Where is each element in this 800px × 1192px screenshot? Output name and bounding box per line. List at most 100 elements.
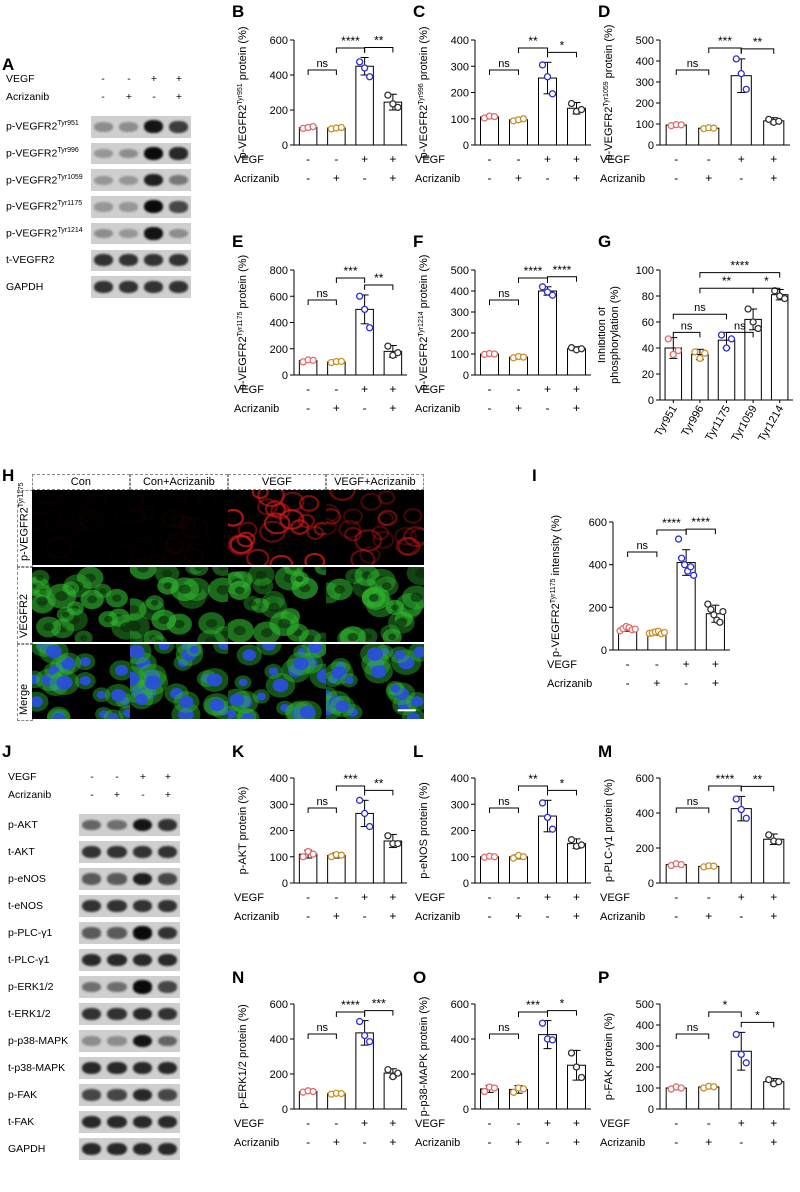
- blot-band: [132, 845, 152, 859]
- blot-strip: [91, 276, 191, 298]
- x-tick-label: Tyr951: [653, 404, 680, 439]
- group-sign: -: [517, 152, 521, 166]
- microscopy-image: [228, 643, 326, 719]
- group-label: Acrizanib: [234, 911, 279, 923]
- group-sign: +: [573, 909, 580, 923]
- group-sign: -: [488, 1116, 492, 1130]
- blot-row-label: p-VEGFR2Tyr1059: [6, 173, 83, 187]
- significance-bracket: [364, 789, 394, 796]
- y-tick-label: 400: [636, 808, 654, 820]
- significance-label: ns: [316, 58, 328, 70]
- data-point: [365, 73, 374, 81]
- blot-band: [157, 818, 177, 832]
- panel-letter-P: P: [598, 968, 610, 987]
- blot-band: [157, 1142, 177, 1156]
- significance-label: **: [722, 274, 732, 288]
- significance-bracket: [699, 272, 781, 278]
- blot-band: [157, 1035, 177, 1047]
- group-label: Acrizanib: [234, 403, 279, 415]
- microscopy-image: [130, 490, 228, 566]
- treatment-sign: +: [164, 771, 172, 783]
- microscopy-image: [326, 643, 424, 719]
- blot-band: [82, 1036, 102, 1046]
- blot-strip: [79, 976, 180, 998]
- significance-label: *: [560, 997, 565, 1011]
- panel-letter-C: C: [413, 2, 426, 21]
- data-point: [490, 1084, 499, 1092]
- group-sign: -: [488, 382, 492, 396]
- blot-band: [132, 953, 152, 967]
- y-tick-label: 600: [636, 773, 654, 785]
- significance-bracket: [547, 1010, 577, 1016]
- significance-bracket: [740, 48, 775, 54]
- group-sign: +: [361, 1116, 368, 1130]
- microscopy-row-label: VEGFR2: [18, 594, 30, 639]
- blot-band: [82, 873, 102, 885]
- group-label: Acrizanib: [600, 173, 645, 185]
- group-sign: +: [361, 890, 368, 904]
- blot-band: [107, 981, 127, 993]
- y-tick-label: 600: [451, 999, 469, 1011]
- data-point: [577, 1073, 586, 1082]
- blot-row-label: t-AKT: [8, 845, 35, 858]
- significance-label: ns: [734, 320, 746, 332]
- group-label: Acrizanib: [415, 911, 460, 923]
- blot-row-label: p-PLC-γ1: [8, 926, 53, 939]
- significance-bracket: [547, 276, 577, 282]
- data-point: [567, 1049, 576, 1057]
- group-label: VEGF: [415, 154, 445, 166]
- significance-bracket: [699, 287, 754, 294]
- blot-band: [157, 873, 177, 885]
- treatment-label: VEGF: [8, 771, 37, 783]
- blot-row-label: p-FAK: [8, 1088, 38, 1101]
- blot-band: [169, 201, 188, 213]
- significance-label: ns: [687, 1022, 699, 1034]
- significance-label: ns: [498, 1022, 510, 1034]
- significance-label: ns: [681, 320, 693, 332]
- data-point: [360, 809, 369, 818]
- treatment-sign: -: [101, 73, 105, 85]
- y-tick-label: 200: [270, 105, 288, 117]
- group-sign: +: [333, 171, 340, 185]
- treatment-sign: -: [115, 771, 119, 783]
- y-tick-label: 0: [463, 1104, 469, 1116]
- group-sign: -: [674, 909, 678, 923]
- group-sign: -: [739, 171, 743, 185]
- group-sign: +: [389, 909, 396, 923]
- blot-band: [82, 927, 102, 939]
- data-point: [754, 324, 762, 333]
- blot-band: [169, 120, 188, 133]
- y-axis-label: p-VEGFR2Tyr1059 protein (%): [603, 25, 615, 161]
- data-point: [677, 860, 685, 869]
- group-sign: -: [674, 152, 678, 166]
- data-point: [548, 291, 557, 299]
- blot-band: [82, 1115, 102, 1129]
- data-point: [384, 1065, 392, 1074]
- group-sign: +: [573, 152, 580, 166]
- y-axis-label: p-VEGFR2Tyr1175 intensity (%): [550, 515, 562, 657]
- y-axis-label-line2: phosphorylation (%): [609, 286, 621, 384]
- group-sign: +: [515, 171, 522, 185]
- data-point: [704, 600, 712, 608]
- blot-strip: [79, 841, 180, 863]
- group-sign: +: [573, 171, 580, 185]
- group-sign: +: [515, 1135, 522, 1149]
- y-tick-label: 0: [648, 1104, 654, 1116]
- chart-D: 0 100 200 300 400 500 p-VEGFR2Tyr1059 protein …: [600, 25, 790, 185]
- group-sign: +: [389, 171, 396, 185]
- treatment-sign: -: [152, 91, 156, 103]
- blot-strip: [79, 922, 180, 944]
- group-sign: -: [674, 1116, 678, 1130]
- data-point: [309, 850, 317, 858]
- blot-row-label: t-FAK: [8, 1115, 35, 1128]
- microscopy-image: [228, 490, 326, 566]
- blot-band: [119, 175, 138, 185]
- significance-label: *: [723, 998, 728, 1012]
- data-point: [677, 1084, 685, 1092]
- group-sign: +: [770, 171, 777, 185]
- group-sign: +: [361, 382, 368, 396]
- y-axis-label: p-AKT protein (%): [237, 787, 249, 875]
- chart-E: 0 200 400 600 800 p-VEGFR2Tyr1175 protein (%)…: [234, 255, 407, 415]
